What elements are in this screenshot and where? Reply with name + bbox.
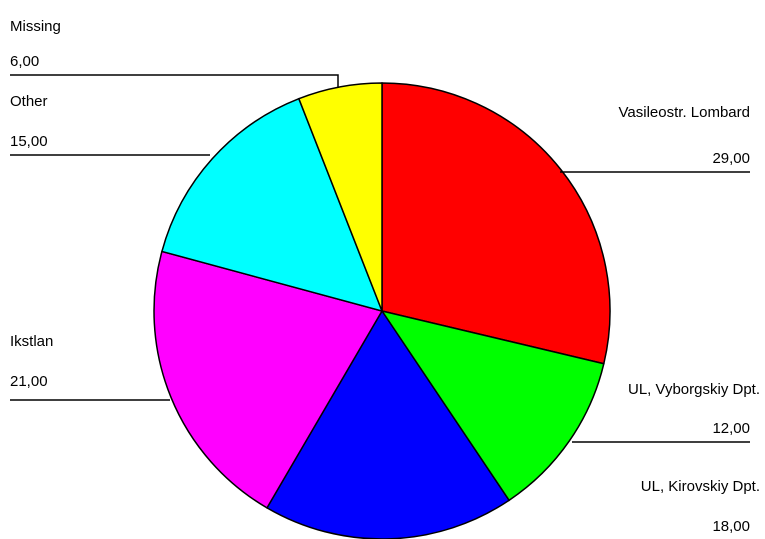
pie-slice [161, 97, 384, 313]
slice-value: 6,00 [10, 53, 39, 70]
pie-slice [297, 82, 383, 312]
pie-slice [381, 82, 611, 365]
pie-slice [380, 309, 605, 502]
pie-slice [153, 250, 384, 509]
slice-label: UL, Kirovskiy Dpt. [641, 478, 760, 495]
slice-value: 12,00 [712, 420, 750, 437]
slice-value: 21,00 [10, 373, 48, 390]
slice-value: 15,00 [10, 133, 48, 150]
slice-value: 18,00 [712, 518, 750, 535]
slice-label: UL, Vyborgskiy Dpt. [628, 381, 760, 398]
slice-label: Missing [10, 18, 61, 35]
slice-label: Vasileostr. Lombard [619, 104, 750, 121]
slice-label: Other [10, 93, 48, 110]
slice-value: 29,00 [712, 150, 750, 167]
slice-label: Ikstlan [10, 333, 53, 350]
leader-line [10, 74, 339, 88]
